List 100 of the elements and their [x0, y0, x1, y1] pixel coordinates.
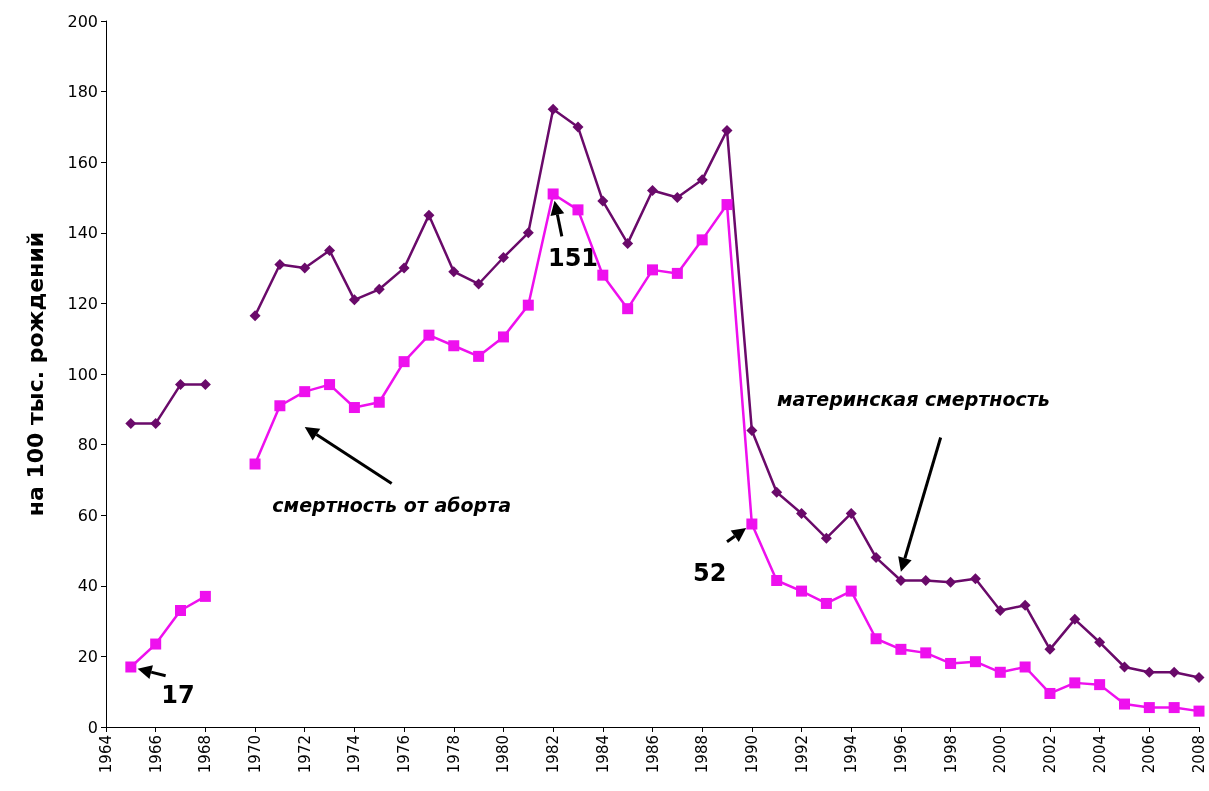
- point: [1168, 666, 1180, 678]
- point: [547, 188, 559, 200]
- x-tick-label: 2000: [991, 735, 1010, 774]
- y-tick-label: 180: [67, 82, 98, 102]
- point: [696, 234, 708, 246]
- x-tick-label: 1998: [941, 735, 960, 774]
- point: [572, 121, 584, 133]
- point: [721, 199, 733, 211]
- y-tick-label: 200: [67, 11, 98, 31]
- point: [1193, 705, 1205, 717]
- series-label: материнская смертность: [776, 387, 1050, 410]
- y-tick-label: 60: [77, 505, 98, 525]
- point: [473, 350, 485, 362]
- x-tick-label: 1972: [295, 735, 314, 774]
- y-tick-label: 80: [77, 435, 98, 455]
- point: [597, 269, 609, 281]
- point: [1094, 679, 1106, 691]
- point: [696, 174, 708, 186]
- point: [274, 259, 286, 271]
- x-tick-label: 1970: [246, 735, 265, 774]
- point: [895, 643, 907, 655]
- point: [249, 458, 261, 470]
- point: [398, 356, 410, 368]
- x-tick-label: 1982: [544, 735, 563, 774]
- point: [199, 379, 211, 391]
- point: [895, 575, 907, 587]
- x-tick-label: 1988: [693, 735, 712, 774]
- point: [175, 379, 187, 391]
- point: [125, 661, 137, 673]
- series-label: смертность от аборта: [272, 493, 511, 516]
- annotation: 17: [161, 681, 195, 710]
- y-tick-label: 100: [67, 364, 98, 384]
- point: [348, 294, 360, 306]
- point: [274, 400, 286, 412]
- x-tick-label: 1978: [444, 735, 463, 774]
- y-tick-label: 20: [77, 646, 98, 666]
- point: [473, 278, 485, 290]
- point: [448, 340, 460, 352]
- point: [423, 329, 435, 341]
- point: [299, 386, 311, 398]
- point: [1143, 702, 1155, 714]
- point: [150, 638, 162, 650]
- y-tick-label: 140: [67, 223, 98, 243]
- point: [870, 552, 882, 564]
- point: [845, 585, 857, 597]
- x-tick-label: 1974: [345, 735, 364, 774]
- y-tick-label: 40: [77, 576, 98, 596]
- point: [820, 597, 832, 609]
- point: [920, 647, 932, 659]
- x-tick-label: 1980: [494, 735, 513, 774]
- point: [324, 244, 336, 256]
- point: [299, 262, 311, 274]
- x-tick-label: 1964: [97, 735, 115, 774]
- point: [125, 417, 137, 429]
- point: [1193, 672, 1205, 684]
- x-tick-label: 1990: [742, 735, 761, 774]
- point: [945, 576, 957, 588]
- point: [175, 605, 187, 617]
- point: [746, 424, 758, 436]
- point: [647, 264, 658, 276]
- point: [994, 666, 1006, 678]
- x-tick-label: 2006: [1140, 735, 1159, 774]
- point: [1118, 698, 1130, 710]
- point: [746, 518, 758, 530]
- point: [845, 507, 857, 519]
- x-tick-label: 1992: [792, 735, 811, 774]
- point: [199, 590, 211, 602]
- point: [423, 209, 435, 221]
- point: [150, 417, 162, 429]
- x-tick-label: 1968: [196, 735, 215, 774]
- point: [324, 379, 336, 391]
- point: [671, 192, 683, 203]
- point: [1094, 636, 1106, 648]
- point: [969, 656, 981, 668]
- point: [771, 575, 783, 587]
- point: [1044, 687, 1056, 699]
- point: [597, 195, 609, 207]
- point: [547, 103, 559, 115]
- point: [373, 396, 385, 408]
- point: [1118, 661, 1130, 673]
- y-axis-title: на 100 тыс. рождений: [22, 231, 48, 517]
- x-tick-label: 1976: [395, 735, 414, 774]
- point: [622, 237, 634, 249]
- point: [522, 299, 534, 311]
- point: [622, 303, 634, 315]
- x-tick-label: 1986: [643, 735, 662, 774]
- y-tick-label: 120: [67, 293, 98, 313]
- point: [522, 227, 534, 239]
- point: [348, 402, 360, 414]
- x-tick-label: 1966: [146, 735, 165, 774]
- point: [497, 331, 509, 343]
- point: [771, 486, 783, 498]
- point: [945, 657, 957, 669]
- y-tick-label: 0: [87, 717, 98, 737]
- point: [1069, 677, 1081, 689]
- point: [647, 184, 658, 196]
- point: [1143, 666, 1155, 678]
- point: [398, 262, 410, 274]
- x-tick-label: 2008: [1190, 735, 1208, 774]
- point: [448, 266, 460, 278]
